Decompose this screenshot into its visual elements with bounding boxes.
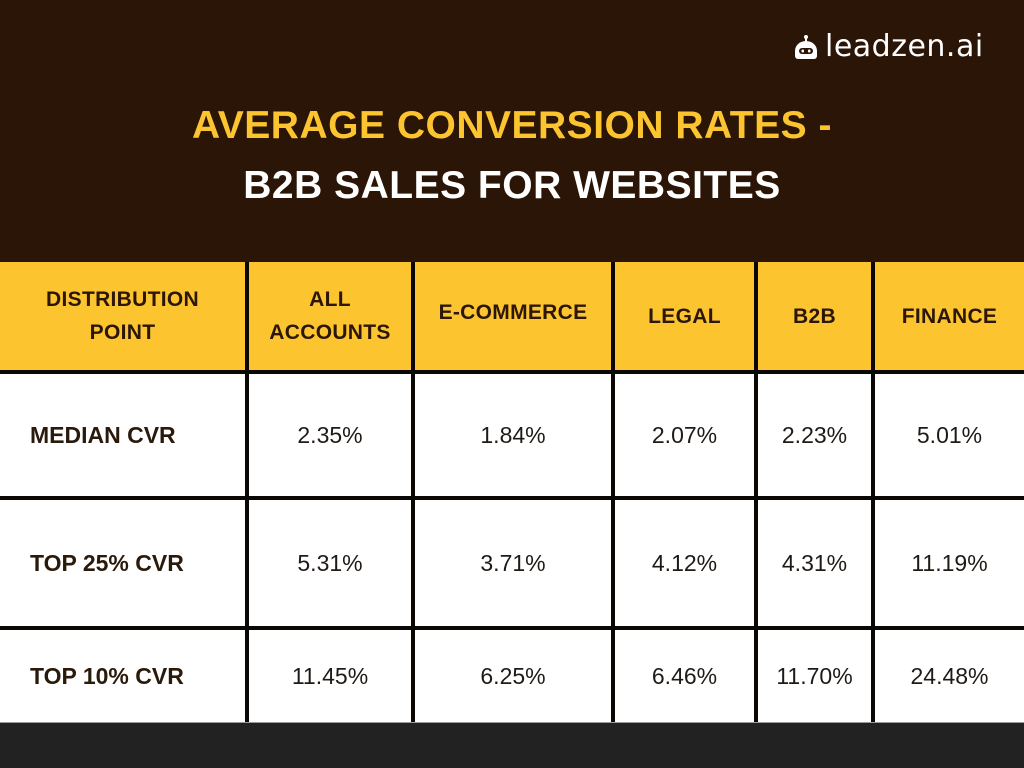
brand-logo: leadzen.ai — [793, 28, 984, 66]
footer-band — [0, 722, 1024, 768]
row-label: TOP 10% CVR — [0, 626, 249, 722]
table-row: TOP 25% CVR 5.31% 3.71% 4.12% 4.31% 11.1… — [0, 496, 1024, 630]
cell-value: 2.23% — [754, 370, 875, 500]
hero-banner: leadzen.ai AVERAGE CONVERSION RATES - B2… — [0, 0, 1024, 262]
cell-value: 4.31% — [754, 496, 875, 630]
cell-value: 5.01% — [871, 370, 1024, 500]
cell-value: 1.84% — [411, 370, 615, 500]
cell-value: 2.35% — [245, 370, 415, 500]
column-header-all-accounts: ALL ACCOUNTS — [245, 262, 415, 374]
conversion-rate-table: DISTRIBUTION POINT ALL ACCOUNTS E-COMMER… — [0, 262, 1024, 722]
cell-value: 6.46% — [611, 626, 758, 722]
robot-head-icon — [793, 34, 819, 60]
cell-value: 3.71% — [411, 496, 615, 630]
column-header-legal: LEGAL — [611, 262, 758, 374]
cell-value: 4.12% — [611, 496, 758, 630]
cell-value: 11.70% — [754, 626, 875, 722]
column-header-finance: FINANCE — [871, 262, 1024, 374]
column-header-b2b: B2B — [754, 262, 875, 374]
row-label: MEDIAN CVR — [0, 370, 249, 500]
table-header-row: DISTRIBUTION POINT ALL ACCOUNTS E-COMMER… — [0, 262, 1024, 374]
cell-value: 11.19% — [871, 496, 1024, 630]
table-row: TOP 10% CVR 11.45% 6.25% 6.46% 11.70% 24… — [0, 626, 1024, 722]
column-header-ecommerce: E-COMMERCE — [411, 262, 615, 374]
page-title-line2: B2B SALES FOR WEBSITES — [243, 164, 781, 207]
column-header-distribution-point: DISTRIBUTION POINT — [0, 262, 249, 374]
row-label: TOP 25% CVR — [0, 496, 249, 630]
page-title-line1: AVERAGE CONVERSION RATES - — [192, 104, 832, 147]
cell-value: 6.25% — [411, 626, 615, 722]
table-row: MEDIAN CVR 2.35% 1.84% 2.07% 2.23% 5.01% — [0, 370, 1024, 500]
cell-value: 24.48% — [871, 626, 1024, 722]
cell-value: 11.45% — [245, 626, 415, 722]
cell-value: 2.07% — [611, 370, 758, 500]
brand-name: leadzen.ai — [825, 29, 984, 64]
cell-value: 5.31% — [245, 496, 415, 630]
